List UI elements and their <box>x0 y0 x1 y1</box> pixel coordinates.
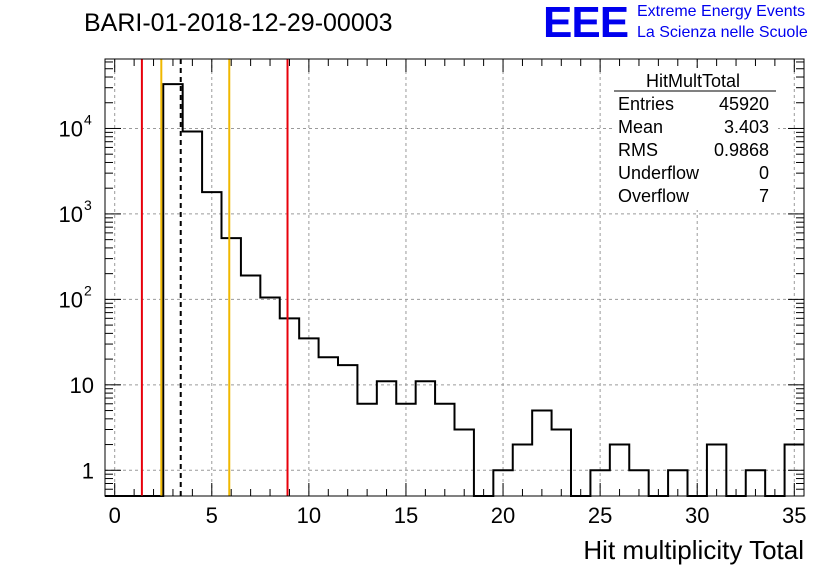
y-tick-exponent: 4 <box>84 111 92 127</box>
marker-lines <box>140 59 289 496</box>
y-tick-label: 10 <box>59 202 83 227</box>
eee-logo: EEE Extreme Energy Events La Scienza nel… <box>543 0 828 47</box>
stats-row-label: Entries <box>618 94 674 114</box>
plot-frame <box>104 58 805 497</box>
histogram-bin <box>183 132 202 496</box>
stats-row-label: Overflow <box>618 186 690 206</box>
stats-box: HitMultTotal Entries 45920 Mean 3.403 RMS 0.9… <box>612 68 778 210</box>
x-tick-label: 25 <box>588 503 612 528</box>
stats-row-label: RMS <box>618 140 658 160</box>
stats-row-label: Mean <box>618 117 663 137</box>
y-tick-exponent: 3 <box>84 197 92 213</box>
y-tick-label: 10 <box>59 116 83 141</box>
y-tick-label: 10 <box>70 373 94 398</box>
x-tick-label: 0 <box>109 503 121 528</box>
x-tick-label: 15 <box>394 503 418 528</box>
histogram-bin <box>707 445 726 496</box>
histogram-bin <box>532 411 551 496</box>
stats-row-value: 0.9868 <box>714 140 769 160</box>
x-tick-label: 10 <box>297 503 321 528</box>
histogram-series <box>105 83 804 497</box>
histogram-bin <box>319 357 338 496</box>
y-tick-exponent: 2 <box>84 282 92 298</box>
histogram-bin <box>377 381 396 496</box>
stats-row-value: 45920 <box>719 94 769 114</box>
stats-row-label: Underflow <box>618 163 700 183</box>
histogram-bin <box>416 381 435 496</box>
y-tick-label: 1 <box>82 458 94 483</box>
stats-row-value: 7 <box>759 186 769 206</box>
x-tick-label: 20 <box>491 503 515 528</box>
logo-line-1: Extreme Energy Events <box>637 3 806 20</box>
histogram-bin <box>241 276 260 496</box>
logo-line-2: La Scienza nelle Scuole <box>637 24 808 41</box>
histogram-bin <box>202 192 221 496</box>
histogram-bin <box>396 404 415 496</box>
stats-row-value: 3.403 <box>724 117 769 137</box>
histogram-bin <box>280 318 299 496</box>
histogram-bin <box>260 298 279 496</box>
histogram-bin <box>552 430 571 496</box>
y-tick-label: 10 <box>59 287 83 312</box>
stats-row-value: 0 <box>759 163 769 183</box>
histogram-bin <box>610 445 629 496</box>
stats-title: HitMultTotal <box>646 71 740 91</box>
histogram-bin <box>455 430 474 496</box>
logo-mark: EEE <box>543 0 629 47</box>
x-tick-label: 30 <box>685 503 709 528</box>
histogram-bin <box>338 365 357 496</box>
histogram-bin <box>435 404 454 496</box>
histogram-bin <box>357 404 376 496</box>
x-tick-label: 5 <box>206 503 218 528</box>
histogram-bin <box>222 238 241 496</box>
histogram-outline <box>105 83 804 497</box>
stats-background <box>612 68 778 210</box>
histogram-bin <box>163 84 182 496</box>
histogram-bin <box>299 338 318 496</box>
histogram-bin <box>513 445 532 496</box>
x-axis-label: Hit multiplicity Total <box>583 535 804 565</box>
x-tick-label: 35 <box>782 503 806 528</box>
axis-ticks <box>105 59 804 497</box>
stats-rows: Entries 45920 Mean 3.403 RMS 0.9868 Underflow 0… <box>618 94 769 206</box>
page-title: BARI-01-2018-12-29-00003 <box>84 9 393 37</box>
